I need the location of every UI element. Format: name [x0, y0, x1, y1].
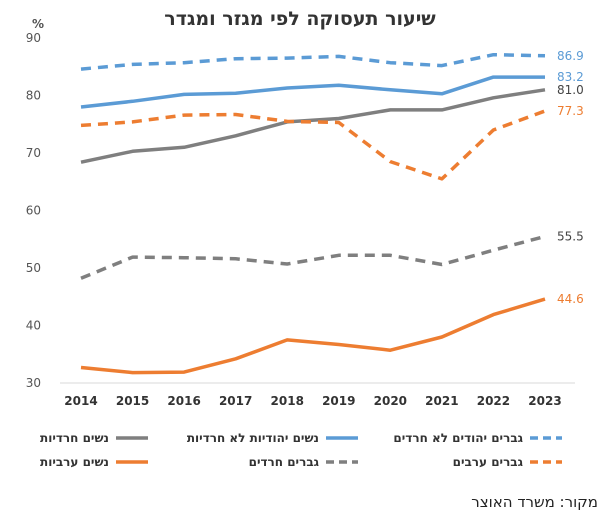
end-value-labels: 86.9 83.281.0 77.3 55.5 44.6: [557, 49, 584, 306]
legend-label-1: נשים יהודיות לא חרדיות: [187, 431, 319, 445]
x-tick-label: 2017: [219, 394, 252, 408]
x-tick-label: 2023: [528, 394, 561, 408]
employment-chart: שיעור תעסוקה לפי מגזר ומגדר % 30 40 50 60 70…: [26, 8, 584, 469]
end-label-2: 81.0: [557, 83, 584, 97]
series-lines: [80, 52, 546, 375]
end-label-5: 44.6: [557, 292, 584, 306]
y-tick-label: 90: [26, 31, 41, 45]
end-label-3: 77.3: [557, 104, 584, 118]
y-axis-unit: %: [32, 17, 44, 31]
y-tick-label: 70: [26, 146, 41, 160]
x-axis-ticks: 2014 2015 2016 2017 2018 2019 2020 2021 2022 2023: [64, 394, 561, 408]
legend: גברים יהודים לא חרדים נשים יהודיות לא חרד…: [40, 431, 562, 469]
y-tick-label: 60: [26, 204, 41, 218]
series-line-4: [80, 234, 546, 280]
legend-label-4: גברים חרדים: [249, 455, 320, 469]
x-tick-label: 2018: [271, 394, 304, 408]
series-line-2: [80, 88, 546, 164]
series-line-3: [80, 109, 546, 181]
end-label-0: 86.9: [557, 49, 584, 63]
x-tick-label: 2020: [374, 394, 407, 408]
legend-label-2: נשים חרדיות: [40, 431, 109, 445]
legend-label-5: נשים ערביות: [40, 455, 109, 469]
end-label-4: 55.5: [557, 229, 584, 243]
y-axis-ticks: 30 40 50 60 70 80 90: [26, 31, 41, 390]
series-line-5: [80, 297, 546, 375]
x-tick-label: 2019: [322, 394, 355, 408]
end-label-1: 83.2: [557, 70, 584, 84]
series-line-0: [80, 52, 546, 71]
y-tick-label: 50: [26, 261, 41, 275]
chart-title: שיעור תעסוקה לפי מגזר ומגדר: [164, 8, 436, 30]
legend-label-0: גברים יהודים לא חרדים: [393, 431, 523, 445]
y-tick-label: 40: [26, 319, 41, 333]
series-line-1: [80, 75, 545, 109]
x-tick-label: 2016: [167, 394, 200, 408]
x-tick-label: 2021: [425, 394, 458, 408]
y-tick-label: 80: [26, 89, 41, 103]
legend-label-3: גברים ערבים: [453, 455, 524, 469]
x-tick-label: 2014: [64, 394, 97, 408]
x-tick-label: 2015: [116, 394, 149, 408]
y-tick-label: 30: [26, 376, 41, 390]
x-tick-label: 2022: [477, 394, 510, 408]
source-note: מקור: משרד האוצר: [471, 493, 598, 511]
